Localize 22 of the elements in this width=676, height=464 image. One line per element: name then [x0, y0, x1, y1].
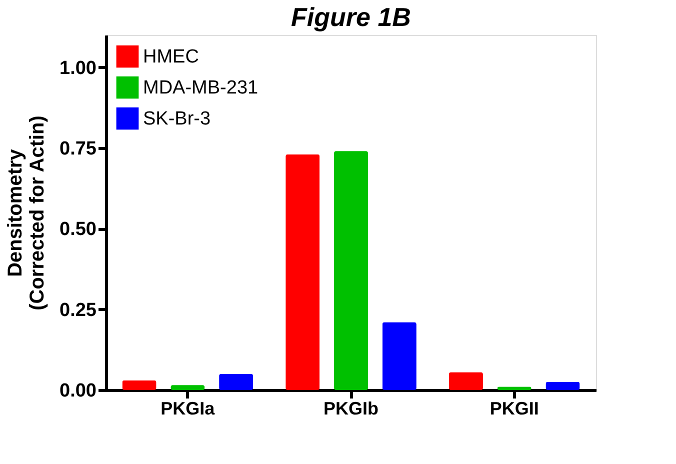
chart-title: Figure 1B: [291, 2, 411, 32]
y-tick-label: 0.50: [60, 219, 96, 240]
y-axis-title: Densitometry (Corrected for Actin): [4, 116, 49, 310]
x-tick-label: PKGIb: [323, 398, 379, 418]
bar: [286, 154, 320, 390]
bar: [170, 385, 205, 390]
y-tick-label: 0.25: [60, 300, 97, 321]
y-tick-label: 0.00: [60, 380, 96, 402]
y-tick-label: 0.75: [60, 138, 97, 160]
bar: [546, 382, 580, 390]
y-tick-label: 1.00: [60, 58, 96, 79]
bar: [382, 322, 416, 390]
legend-label: SK-Br-3: [143, 108, 211, 130]
bar: [122, 380, 156, 390]
bar: [449, 372, 483, 390]
x-tick-label: PKGII: [490, 398, 539, 418]
legend-label: MDA-MB-231: [143, 78, 258, 98]
bar: [497, 386, 532, 390]
x-tick-label: PKGIa: [160, 398, 216, 418]
legend-label: HMEC: [143, 46, 199, 68]
bar: [334, 151, 368, 390]
bar: [219, 374, 253, 390]
